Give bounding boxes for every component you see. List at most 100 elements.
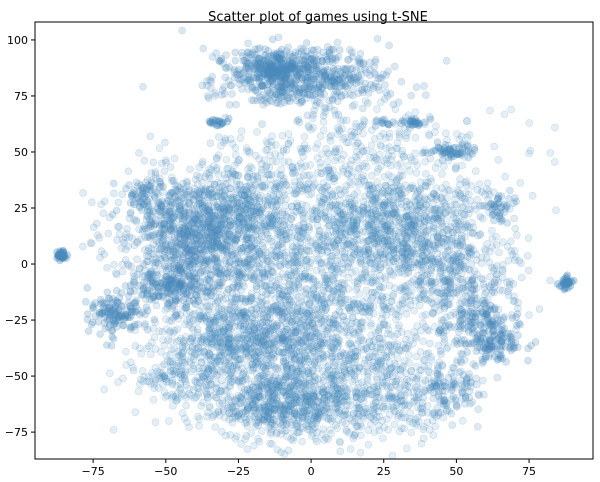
- scatter-point: [88, 198, 96, 206]
- scatter-point: [274, 71, 283, 79]
- scatter-point: [302, 39, 311, 47]
- scatter-point: [270, 93, 279, 101]
- scatter-point: [302, 94, 311, 103]
- scatter-point: [382, 71, 391, 79]
- scatter-point: [315, 81, 324, 89]
- scatter-point: [183, 182, 191, 190]
- scatter-point: [149, 158, 158, 167]
- scatter-point: [272, 399, 280, 408]
- scatter-point: [310, 91, 318, 99]
- scatter-point: [397, 77, 406, 86]
- scatter-point: [420, 82, 428, 90]
- scatter-point: [241, 390, 250, 398]
- scatter-point: [390, 62, 399, 71]
- scatter-point: [301, 73, 310, 82]
- scatter-point: [344, 70, 353, 79]
- scatter-point: [274, 87, 283, 96]
- scatter-point: [285, 77, 294, 86]
- scatter-point: [111, 311, 120, 319]
- scatter-point: [261, 272, 269, 281]
- scatter-point: [309, 275, 318, 283]
- scatter-point: [150, 200, 158, 208]
- scatter-point: [186, 296, 194, 305]
- scatter-point: [254, 45, 262, 53]
- scatter-point: [294, 115, 303, 124]
- scatter-point: [169, 251, 178, 260]
- scatter-point: [131, 326, 139, 334]
- scatter-point: [146, 233, 154, 242]
- scatter-point: [334, 75, 343, 84]
- scatter-point: [266, 213, 275, 222]
- scatter-point: [201, 246, 210, 255]
- scatter-point: [299, 64, 308, 73]
- scatter-point: [263, 74, 272, 82]
- scatter-point: [215, 56, 223, 65]
- scatter-point: [312, 62, 321, 71]
- scatter-point: [252, 51, 261, 59]
- scatter-point: [278, 88, 287, 96]
- scatter-point: [339, 65, 347, 73]
- scatter-point: [310, 59, 319, 68]
- scatter-point: [231, 353, 240, 362]
- scatter-point: [348, 53, 357, 61]
- scatter-point: [356, 66, 365, 74]
- scatter-point: [216, 271, 225, 280]
- scatter-point: [273, 445, 282, 454]
- scatter-point: [293, 90, 301, 98]
- scatter-point: [270, 282, 279, 291]
- scatter-point: [262, 98, 271, 107]
- scatter-point: [167, 227, 176, 236]
- scatter-point: [199, 398, 207, 407]
- scatter-point: [222, 431, 230, 440]
- scatter-point: [301, 60, 310, 69]
- scatter-point: [364, 89, 373, 97]
- scatter-point: [566, 282, 575, 290]
- scatter-point: [321, 70, 330, 79]
- scatter-point: [151, 220, 159, 229]
- scatter-point: [246, 77, 255, 86]
- scatter-point: [228, 297, 236, 306]
- scatter-point: [174, 285, 182, 294]
- scatter-point: [336, 67, 345, 76]
- scatter-point: [294, 71, 303, 80]
- scatter-point: [128, 234, 137, 243]
- scatter-point: [260, 222, 269, 230]
- scatter-point: [166, 327, 174, 335]
- scatter-point: [268, 35, 277, 44]
- scatter-point: [262, 290, 271, 298]
- scatter-point: [255, 57, 263, 66]
- scatter-point: [199, 44, 208, 53]
- scatter-point: [139, 225, 147, 234]
- scatter-point: [272, 50, 281, 59]
- scatter-point: [297, 76, 306, 85]
- scatter-point: [224, 403, 232, 412]
- scatter-point: [168, 279, 176, 288]
- scatter-point: [97, 200, 105, 209]
- scatter-point: [276, 56, 284, 64]
- scatter-point: [358, 104, 367, 113]
- scatter-point: [327, 83, 335, 91]
- scatter-point: [232, 272, 241, 280]
- scatter-point: [165, 208, 174, 216]
- scatter-point: [214, 230, 222, 239]
- scatter-point: [218, 86, 227, 94]
- scatter-point: [221, 247, 229, 256]
- scatter-point: [311, 53, 319, 62]
- scatter-point: [338, 81, 347, 90]
- scatter-point: [216, 179, 225, 188]
- scatter-point: [255, 263, 264, 271]
- scatter-point: [230, 73, 239, 82]
- scatter-point: [343, 84, 352, 92]
- scatter-point: [206, 139, 215, 147]
- scatter-point: [190, 209, 199, 218]
- scatter-point: [407, 91, 415, 100]
- scatter-point: [182, 244, 191, 253]
- scatter-point: [227, 325, 235, 334]
- scatter-point: [252, 282, 261, 291]
- scatter-point: [89, 223, 98, 232]
- scatter-point: [249, 383, 257, 392]
- scatter-point: [326, 49, 334, 58]
- scatter-point: [244, 62, 253, 71]
- scatter-point: [236, 70, 244, 79]
- scatter-point: [169, 189, 178, 197]
